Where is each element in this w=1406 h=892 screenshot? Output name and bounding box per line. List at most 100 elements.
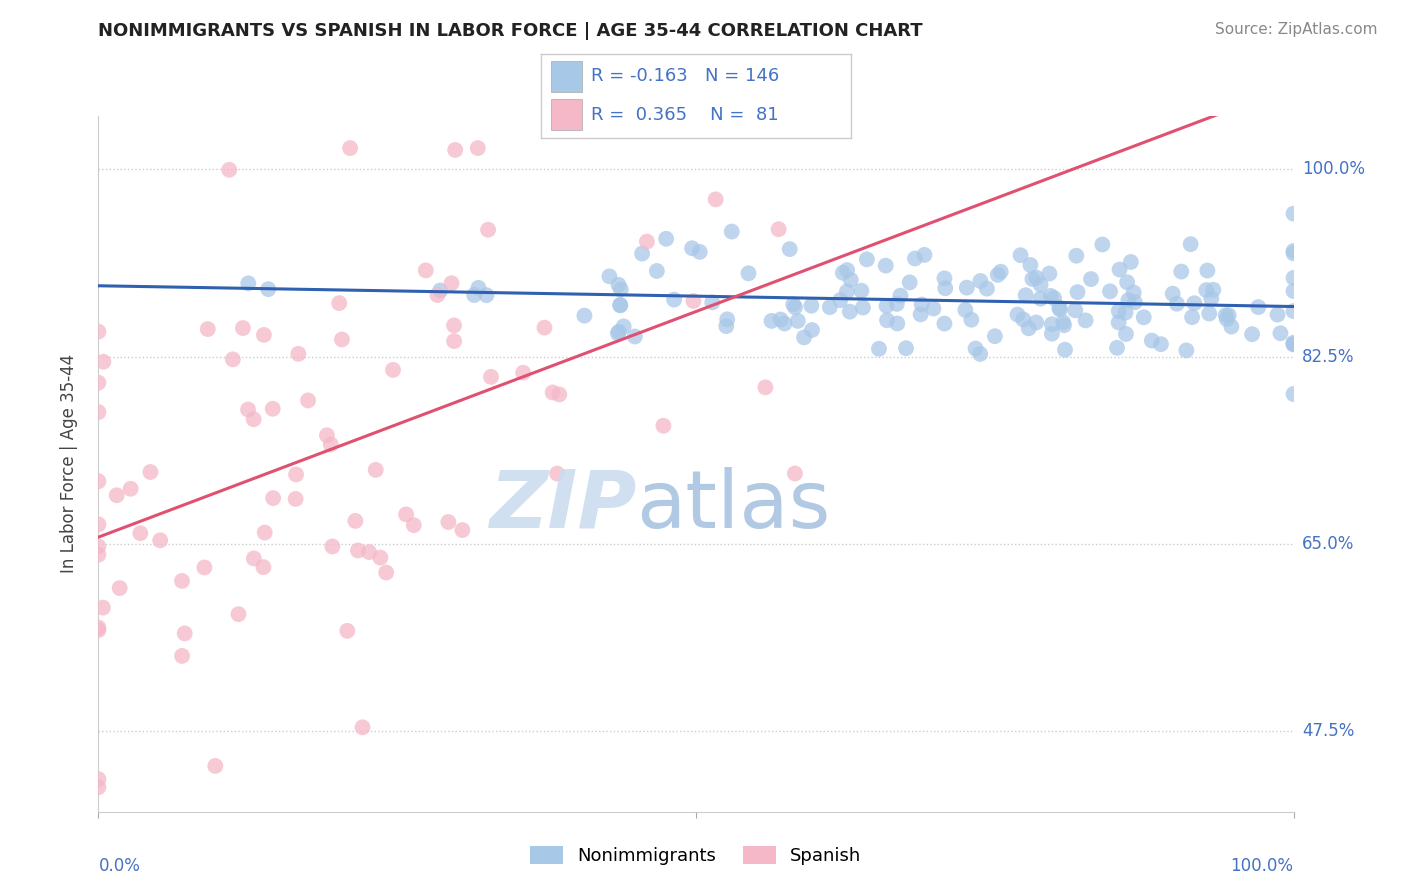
Point — [370, 550, 392, 565]
Point — [541, 385, 564, 400]
Point — [444, 143, 467, 157]
Point — [91, 600, 114, 615]
Text: R =  0.365    N =  81: R = 0.365 N = 81 — [591, 105, 779, 123]
Point — [336, 624, 359, 638]
Point — [87, 780, 110, 794]
Point — [1029, 277, 1052, 292]
Point — [139, 465, 162, 479]
Point — [606, 326, 628, 341]
Point — [934, 271, 956, 285]
Point — [440, 276, 463, 290]
Point — [852, 301, 875, 315]
Point — [1107, 341, 1129, 355]
Point — [1053, 318, 1076, 333]
Point — [783, 300, 806, 314]
Point — [702, 295, 724, 310]
Point — [1282, 284, 1305, 298]
Point — [1053, 343, 1076, 357]
Point — [682, 293, 704, 308]
Point — [330, 333, 353, 347]
Point — [149, 533, 172, 548]
Point — [1025, 270, 1047, 285]
Point — [87, 376, 110, 390]
Point — [105, 488, 128, 502]
Point — [837, 263, 859, 277]
Point — [910, 307, 932, 321]
Point — [253, 525, 276, 540]
Point — [990, 265, 1012, 279]
Point — [955, 302, 977, 317]
Point — [87, 620, 110, 634]
Point — [238, 277, 260, 291]
Point — [904, 252, 927, 266]
Point — [1282, 387, 1305, 401]
Point — [262, 491, 284, 505]
Point — [170, 574, 193, 588]
Point — [479, 369, 502, 384]
Point — [1047, 301, 1070, 315]
Point — [652, 418, 675, 433]
Point — [783, 467, 806, 481]
Point — [1282, 335, 1305, 350]
Y-axis label: In Labor Force | Age 35-44: In Labor Force | Age 35-44 — [59, 354, 77, 574]
Point — [1218, 308, 1240, 322]
Text: atlas: atlas — [636, 467, 831, 545]
Point — [689, 244, 711, 259]
Point — [548, 387, 571, 401]
Point — [737, 266, 759, 280]
Point — [609, 298, 631, 312]
Point — [851, 284, 873, 298]
Point — [631, 246, 654, 260]
Point — [818, 300, 841, 314]
Point — [1040, 326, 1063, 341]
Point — [204, 759, 226, 773]
Point — [779, 242, 801, 256]
Point — [426, 288, 449, 302]
Point — [886, 297, 908, 311]
Point — [87, 325, 110, 339]
Point — [262, 401, 284, 416]
Point — [1216, 312, 1239, 326]
Text: 65.0%: 65.0% — [1302, 535, 1354, 553]
Point — [1038, 267, 1060, 281]
Point — [894, 341, 917, 355]
Point — [976, 282, 998, 296]
Point — [1215, 308, 1237, 322]
Text: 100.0%: 100.0% — [1302, 161, 1365, 178]
Point — [1108, 262, 1130, 277]
Point — [228, 607, 250, 622]
Point — [769, 312, 792, 326]
Point — [831, 266, 853, 280]
Text: NONIMMIGRANTS VS SPANISH IN LABOR FORCE | AGE 35-44 CORRELATION CHART: NONIMMIGRANTS VS SPANISH IN LABOR FORCE … — [98, 22, 924, 40]
Point — [1019, 258, 1042, 272]
Point — [1114, 305, 1136, 319]
Point — [1091, 237, 1114, 252]
Point — [1132, 310, 1154, 325]
Point — [838, 304, 860, 318]
Point — [437, 515, 460, 529]
Point — [912, 248, 935, 262]
Point — [934, 281, 956, 295]
Point — [87, 517, 110, 532]
Point — [1202, 283, 1225, 297]
Point — [613, 319, 636, 334]
Point — [645, 264, 668, 278]
Legend: Nonimmigrants, Spanish: Nonimmigrants, Spanish — [523, 838, 869, 872]
Point — [193, 560, 215, 574]
Point — [800, 299, 823, 313]
Point — [1039, 289, 1062, 303]
Point — [607, 277, 630, 292]
Point — [1170, 264, 1192, 278]
Point — [969, 274, 991, 288]
Point — [129, 526, 152, 541]
Point — [172, 648, 194, 663]
Point — [704, 192, 727, 206]
Point — [598, 269, 620, 284]
Point — [1018, 321, 1040, 335]
Point — [467, 281, 489, 295]
Point — [876, 313, 898, 327]
Point — [1064, 303, 1087, 318]
Point — [876, 299, 898, 313]
Point — [1066, 249, 1088, 263]
Point — [1282, 244, 1305, 258]
